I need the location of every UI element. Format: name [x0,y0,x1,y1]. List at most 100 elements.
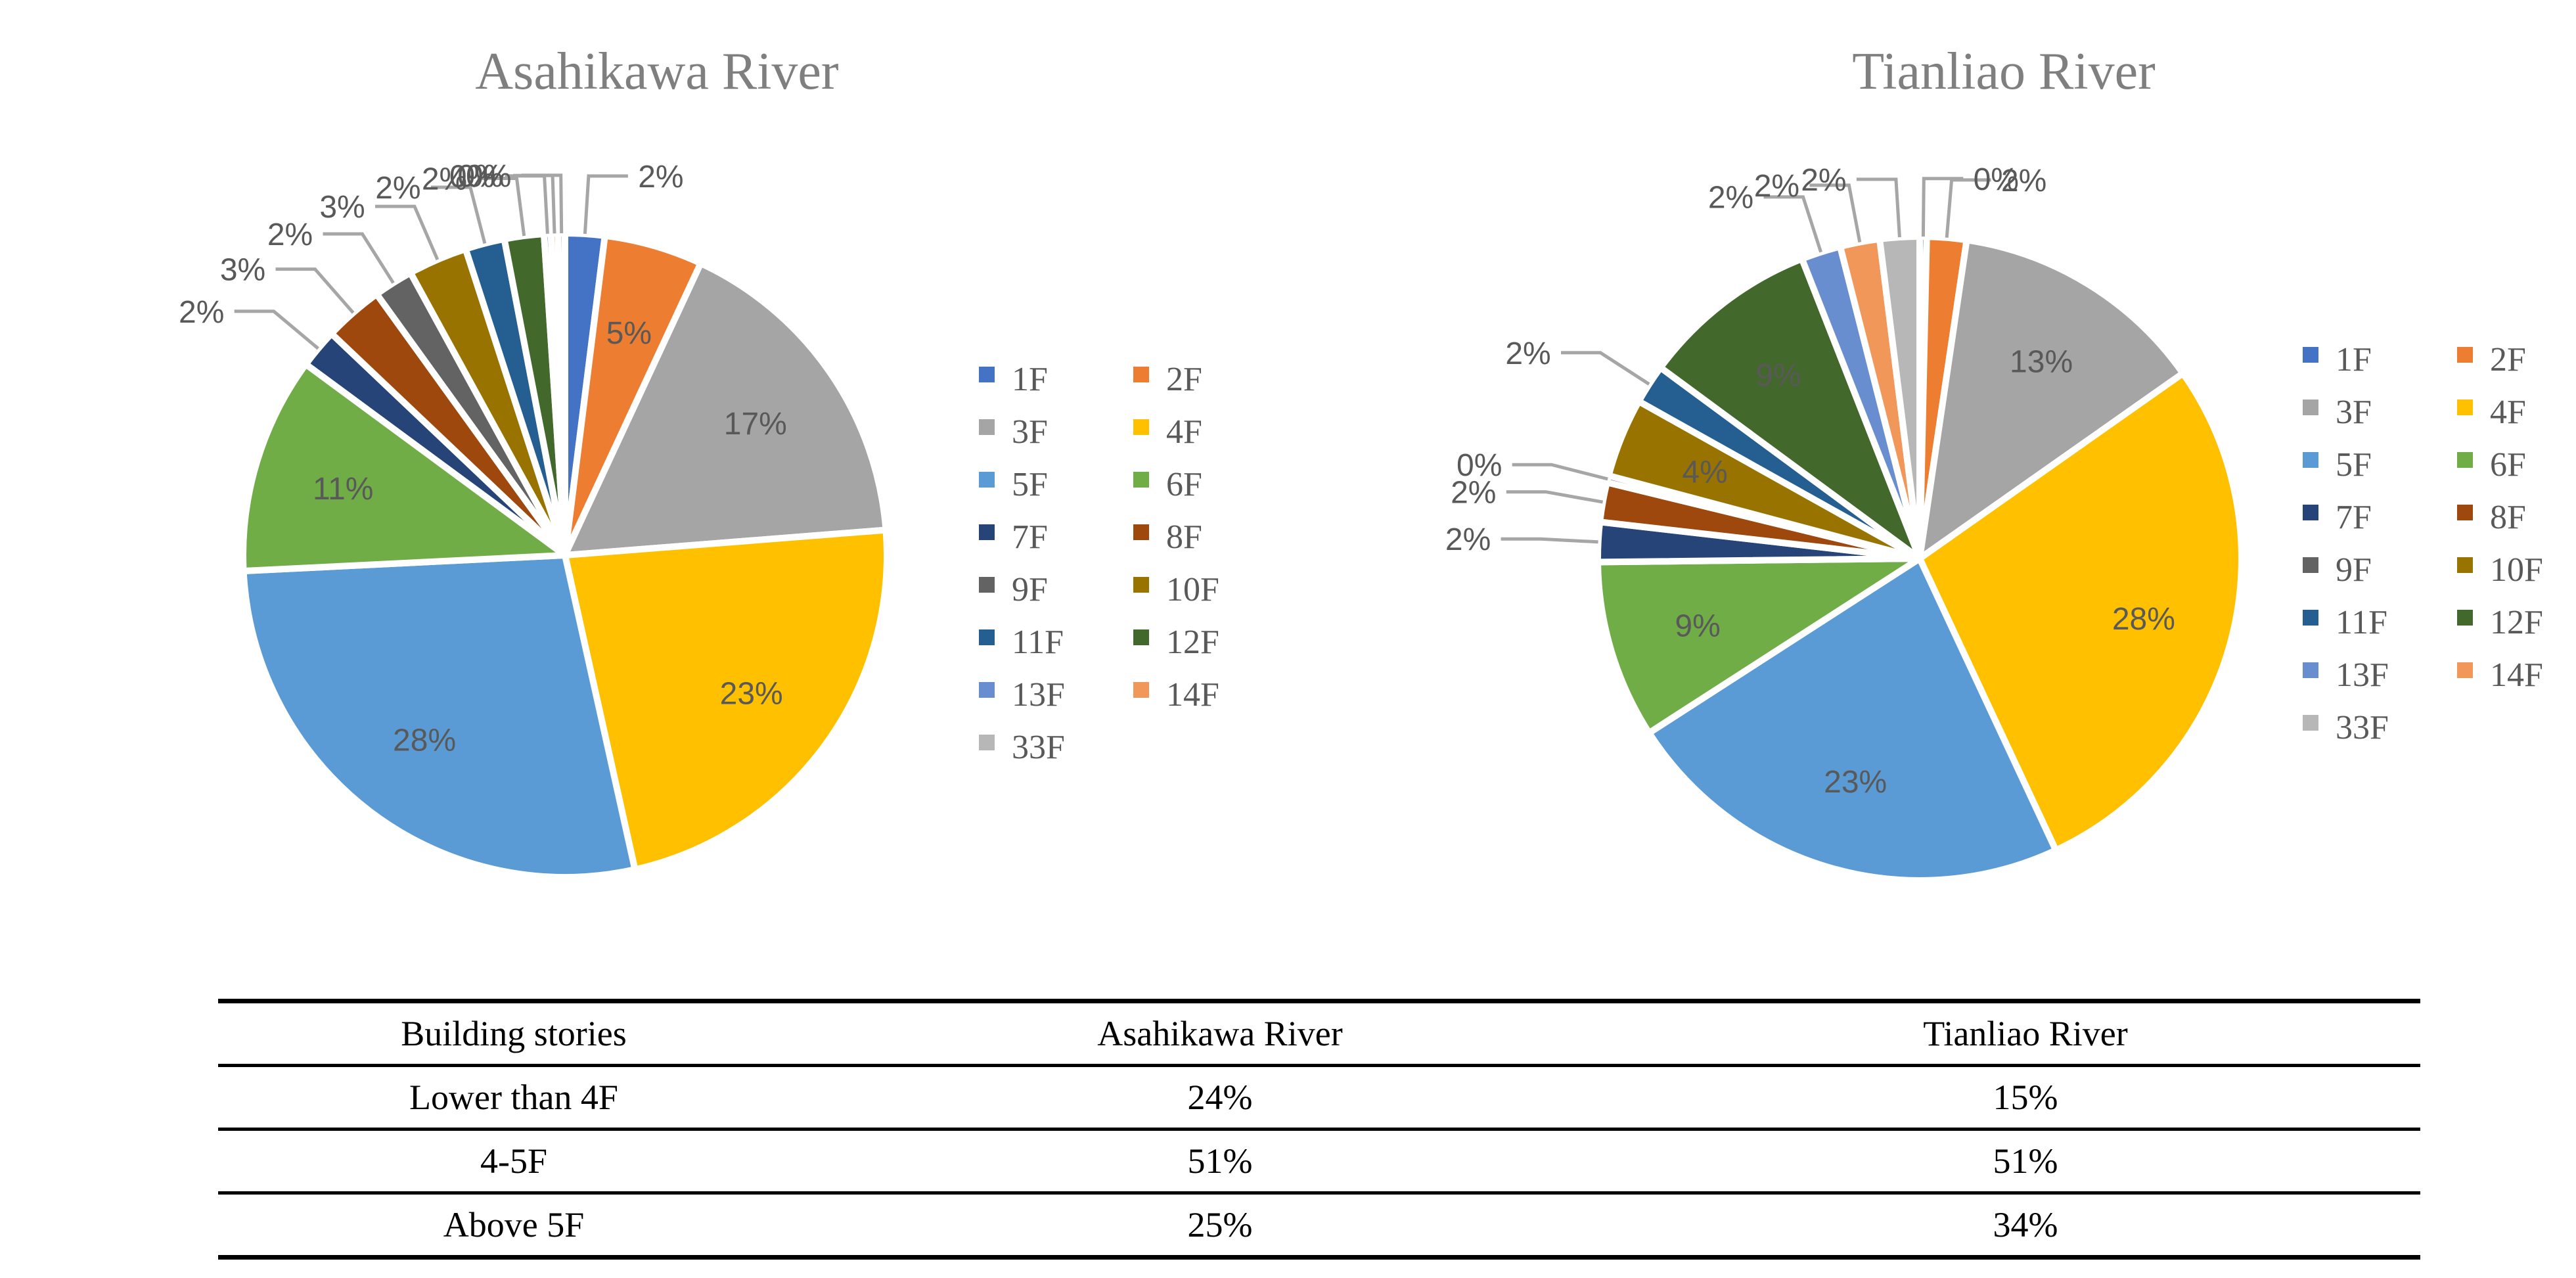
pie-label-tianliao-33f: 2% [1801,163,1846,198]
pie-label-asahikawa-4f: 23% [720,677,783,712]
pie-label-tianliao-1f: 0% [1974,162,2019,197]
table-header-cell: Building stories [401,1014,627,1053]
legend-swatch-tianliao-2f [2457,347,2473,363]
legend-label-asahikawa-9f: 9F [1012,571,1048,608]
legend-swatch-asahikawa-1f [979,367,995,382]
pie-label-asahikawa-11f: 2% [375,171,420,206]
pie-slices-tianliao [1594,233,2245,884]
table-cell: 51% [1187,1141,1253,1181]
table-row: Above 5F 25% 34% [218,1193,2420,1258]
legend-label-tianliao-4f: 4F [2490,394,2526,431]
legend-swatch-tianliao-11f [2303,610,2318,626]
leader-line-asahikawa-10f [375,204,440,261]
pie-label-tianliao-9f: 0% [1457,448,1502,483]
legend-label-tianliao-3f: 3F [2336,394,2372,431]
pie-label-asahikawa-6f: 11% [313,472,374,507]
legend-label-tianliao-7f: 7F [2336,499,2372,536]
legend-label-asahikawa-4f: 4F [1166,413,1202,451]
legend-label-asahikawa-5f: 5F [1012,466,1048,503]
pie-label-asahikawa-33f: 0% [466,159,511,194]
legend-label-tianliao-6f: 6F [2490,446,2526,484]
leader-line-asahikawa-12f [477,177,526,237]
pie-label-asahikawa-2f: 5% [606,316,652,351]
legend-swatch-asahikawa-10f [1133,577,1149,593]
pie-label-asahikawa-14f: 0% [457,159,503,194]
legend-swatch-tianliao-33f [2303,715,2318,731]
leader-line-tianliao-14f [1809,183,1862,243]
pie-label-asahikawa-9f: 2% [267,217,313,252]
pie-label-tianliao-13f: 2% [1708,181,1753,216]
legend-asahikawa: 1F 2F 3F 4F 5F 6F 7F 8F 9F 10F 11F 12F 13F 14F 33F [979,361,1219,766]
legend-swatch-tianliao-6f [2457,452,2473,468]
leader-line-tianliao-13f [1763,195,1822,253]
pie-label-asahikawa-3f: 17% [724,407,787,442]
legend-swatch-asahikawa-14f [1133,682,1149,698]
table-cell: 25% [1187,1205,1253,1244]
pie-label-asahikawa-5f: 28% [393,723,456,758]
legend-swatch-asahikawa-6f [1133,472,1149,488]
legend-swatch-asahikawa-9f [979,577,995,593]
pie-label-asahikawa-10f: 3% [319,190,365,225]
leader-lines-tianliao [1501,177,1991,544]
pie-label-tianliao-14f: 2% [1754,169,1799,204]
leader-line-asahikawa-7f [234,309,319,350]
pie-label-asahikawa-7f: 2% [179,295,224,330]
legend-swatch-tianliao-14f [2457,662,2473,678]
legend-label-tianliao-1f: 1F [2336,341,2372,378]
legend-label-asahikawa-2f: 2F [1166,361,1202,398]
table-cell: 15% [1993,1078,2058,1117]
legend-swatch-asahikawa-7f [979,524,995,540]
legend-label-asahikawa-10f: 10F [1166,571,1219,608]
table-cell: Lower than 4F [409,1078,618,1117]
table-cell: 4-5F [480,1141,547,1181]
pie-label-tianliao-8f: 2% [1451,476,1496,511]
chart-title-asahikawa: Asahikawa River [475,43,838,101]
pie-slices-asahikawa [240,229,891,881]
table-row: 4-5F 51% 51% [218,1130,2420,1193]
table-header-row: Building stories Asahikawa River Tianlia… [218,1001,2420,1066]
table-cell: 24% [1187,1078,1253,1117]
pie-slice-asahikawa-33f [554,229,568,559]
pie-label-asahikawa-8f: 3% [220,253,265,288]
leader-lines-asahikawa [234,173,628,350]
legend-label-tianliao-13f: 13F [2336,656,2389,694]
table-cell: Above 5F [443,1205,585,1244]
legend-swatch-tianliao-13f [2303,662,2318,678]
legend-swatch-tianliao-7f [2303,505,2318,520]
legend-label-tianliao-9f: 9F [2336,551,2372,589]
legend-label-tianliao-33f: 33F [2336,709,2389,746]
pie-label-asahikawa-13f: 0% [449,160,495,194]
legend-label-asahikawa-14f: 14F [1166,676,1219,714]
legend-swatch-asahikawa-8f [1133,524,1149,540]
pie-label-tianliao-6f: 9% [1675,609,1720,644]
legend-label-asahikawa-12f: 12F [1166,624,1219,661]
pie-slice-tianliao-4f [1916,370,2245,854]
pie-chart-asahikawa: Asahikawa River 2%5%17%23%28%11%2%3%2%3%… [179,43,1219,881]
leader-line-tianliao-2f [1945,178,1991,238]
legend-swatch-tianliao-3f [2303,399,2318,415]
leader-line-tianliao-33f [1856,177,1901,238]
legend-label-asahikawa-7f: 7F [1012,518,1048,556]
leader-line-tianliao-9f [1512,463,1608,481]
legend-label-tianliao-12f: 12F [2490,604,2543,641]
leader-line-tianliao-1f [1921,177,1964,237]
leader-line-asahikawa-11f [430,185,487,244]
legend-label-tianliao-10f: 10F [2490,551,2543,589]
legend-swatch-tianliao-5f [2303,452,2318,468]
legend-swatch-asahikawa-2f [1133,367,1149,382]
table-header-cell: Asahikawa River [1097,1014,1343,1053]
leader-line-tianliao-7f [1501,537,1598,544]
legend-label-tianliao-11f: 11F [2336,604,2387,641]
pie-slice-tianliao-3f [1916,237,2186,562]
legend-label-asahikawa-3f: 3F [1012,413,1048,451]
pie-label-tianliao-5f: 23% [1824,765,1887,800]
pie-slice-tianliao-5f [1646,555,2060,884]
leader-line-tianliao-8f [1506,490,1604,504]
table-cell: 51% [1993,1141,2058,1181]
pie-labels-tianliao: 0%2%13%28%23%9%2%2%0% 4%2%9%2% 2% 2% [1445,162,2175,800]
legend-swatch-asahikawa-13f [979,682,995,698]
pie-label-tianliao-3f: 13% [2010,345,2073,380]
leader-line-asahikawa-33f [521,173,564,234]
pie-label-tianliao-7f: 2% [1445,522,1491,557]
legend-label-asahikawa-13f: 13F [1012,676,1065,714]
